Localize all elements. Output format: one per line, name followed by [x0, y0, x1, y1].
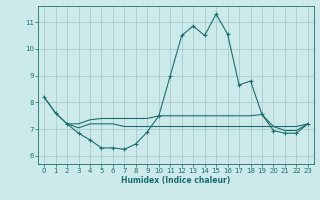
X-axis label: Humidex (Indice chaleur): Humidex (Indice chaleur) [121, 176, 231, 185]
